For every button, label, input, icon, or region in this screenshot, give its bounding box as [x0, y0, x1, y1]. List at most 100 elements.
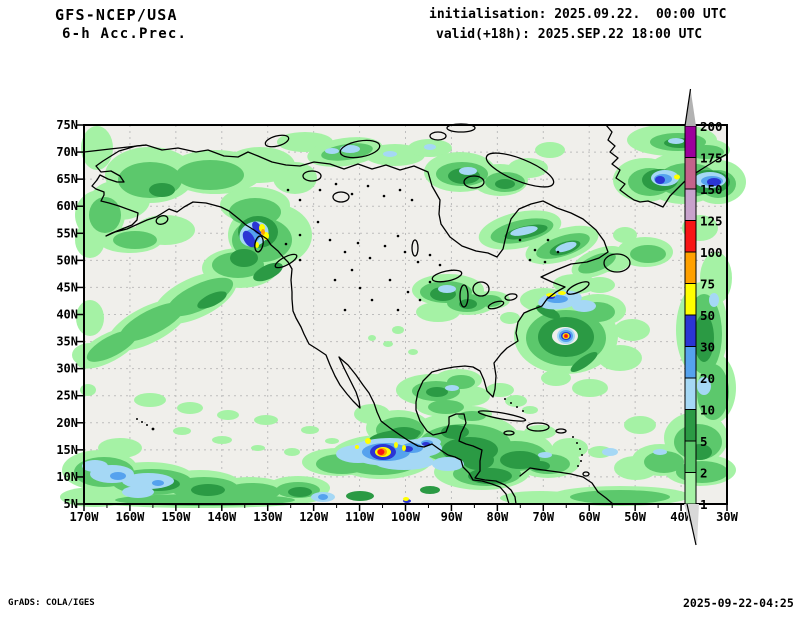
colorbar-label-125: 125: [700, 214, 723, 229]
precip-green-layer-shape: [176, 160, 244, 190]
precip-med-blue-layer-shape: [318, 494, 328, 500]
small-lakes-and-islets-shape: [516, 406, 518, 408]
small-lakes-and-islets-shape: [581, 454, 583, 456]
lat-label-50n: 50N: [56, 253, 78, 267]
lon-label-150w: 150W: [161, 510, 191, 524]
precip-dark-green-layer-shape: [288, 487, 312, 497]
precip-light-green-layer-shape: [535, 142, 565, 158]
small-lakes-and-islets-shape: [351, 269, 354, 272]
precip-light-green-layer-shape: [613, 227, 637, 243]
precip-red-layer-shape: [564, 334, 568, 338]
lon-label-90w: 90W: [441, 510, 463, 524]
small-lakes-and-islets-shape: [389, 279, 392, 282]
small-lakes-and-islets-shape: [429, 254, 432, 257]
lon-label-50w: 50W: [624, 510, 646, 524]
precip-dark-green-layer-shape: [462, 450, 494, 470]
small-lakes-and-islets-shape: [522, 410, 524, 412]
small-lakes-and-islets-shape: [510, 402, 512, 404]
lon-label-70w: 70W: [532, 510, 554, 524]
small-lakes-and-islets-shape: [287, 189, 290, 192]
colorbar-segment-red: [685, 221, 696, 253]
precip-light-blue-layer-shape: [340, 145, 360, 153]
small-lakes-and-islets-shape: [369, 257, 372, 260]
small-lakes-and-islets-shape: [439, 264, 442, 267]
precip-dark-green-layer-shape: [468, 468, 512, 484]
colorbar-segment-orange: [685, 252, 696, 284]
lon-label-30w: 30W: [716, 510, 738, 524]
small-lakes-and-islets-shape: [580, 460, 582, 462]
small-lakes-and-islets-shape: [136, 418, 138, 420]
precip-light-green-layer-shape: [524, 425, 556, 439]
precip-dark-green-layer-shape: [420, 486, 440, 494]
lat-label-30n: 30N: [56, 362, 78, 376]
precip-green-layer-shape: [630, 245, 666, 263]
precip-dark-green-layer-shape: [149, 183, 175, 197]
precip-light-green-layer-shape: [614, 319, 650, 341]
small-lakes-and-islets-shape: [334, 279, 337, 282]
small-lakes-and-islets-shape: [319, 189, 322, 192]
precip-light-green-layer-shape: [98, 438, 142, 458]
precip-light-green-layer-shape: [522, 406, 538, 414]
small-lakes-and-islets-shape: [576, 442, 578, 444]
small-lakes-and-islets-shape: [411, 199, 414, 202]
colorbar-segment-dark_blue: [685, 315, 696, 347]
lat-label-40n: 40N: [56, 308, 78, 322]
lat-label-60n: 60N: [56, 199, 78, 213]
lat-label-45n: 45N: [56, 280, 78, 294]
small-lakes-and-islets-shape: [547, 239, 550, 242]
precip-light-green-layer-shape: [500, 491, 580, 505]
precip-med-blue-layer-shape: [110, 472, 126, 480]
precip-dark-green-layer-shape: [191, 484, 225, 496]
small-lakes-and-islets-shape: [429, 281, 432, 284]
precip-dark-green-layer-shape: [426, 387, 448, 397]
precip-light-green-layer-shape: [284, 448, 300, 456]
small-lakes-and-islets-shape: [141, 421, 143, 423]
small-lakes-and-islets-shape: [344, 309, 347, 312]
precip-dark-blue-layer-shape: [655, 176, 665, 184]
small-lakes-and-islets-shape: [572, 436, 574, 438]
precip-light-blue-layer-shape: [438, 285, 456, 293]
small-lakes-and-islets-shape: [299, 259, 302, 262]
lon-label-120w: 120W: [299, 510, 329, 524]
precip-light-green-layer-shape: [273, 162, 317, 194]
lon-label-60w: 60W: [578, 510, 600, 524]
precip-light-green-layer-shape: [383, 341, 393, 347]
precip-light-green-layer-shape: [368, 335, 376, 341]
small-lakes-and-islets-shape: [557, 251, 560, 254]
precip-green-layer-shape: [428, 400, 464, 414]
precip-light-green-layer-shape: [585, 277, 615, 293]
map-canvas: 75N70N65N60N55N50N45N40N35N30N25N20N15N1…: [0, 0, 800, 618]
colorbar-segment-dark_green: [685, 410, 696, 442]
precip-light-green-layer-shape: [541, 370, 571, 386]
precip-light-green-layer-shape: [500, 312, 520, 324]
precip-light-green-layer-shape: [325, 438, 339, 444]
small-lakes-and-islets-shape: [519, 239, 522, 242]
small-lakes-and-islets-shape: [299, 199, 302, 202]
colorbar-label-175: 175: [700, 151, 723, 166]
weather-map-page: GFS-NCEP/USA 6-h Acc.Prec. initialisatio…: [0, 0, 800, 618]
colorbar-label-20: 20: [700, 371, 715, 386]
lat-label-5n: 5N: [64, 497, 78, 511]
precip-light-blue-layer-shape: [122, 486, 154, 498]
precip-light-green-layer-shape: [134, 393, 166, 407]
colorbar-segment-lilac: [685, 189, 696, 221]
precip-light-green-layer-shape: [81, 126, 113, 170]
precip-orange-layer-shape: [261, 229, 265, 235]
small-lakes-and-islets-shape: [504, 398, 506, 400]
lat-label-65n: 65N: [56, 172, 78, 186]
lat-label-35n: 35N: [56, 335, 78, 349]
precip-yellow-layer-shape: [402, 445, 406, 451]
lon-label-130w: 130W: [253, 510, 283, 524]
precip-yellow-layer-shape: [558, 291, 566, 295]
small-lakes-and-islets-shape: [384, 245, 387, 248]
precip-light-blue-layer-shape: [572, 300, 596, 312]
small-lakes-and-islets-shape: [335, 183, 338, 186]
small-lakes-and-islets-shape: [344, 251, 347, 254]
precip-yellow-layer-shape: [394, 442, 398, 448]
precip-light-blue-layer-shape: [82, 460, 108, 472]
lat-label-10n: 10N: [56, 470, 78, 484]
small-lakes-and-islets-shape: [534, 249, 537, 252]
lat-label-25n: 25N: [56, 389, 78, 403]
lon-label-80w: 80W: [487, 510, 509, 524]
precip-light-green-layer-shape: [76, 300, 104, 336]
